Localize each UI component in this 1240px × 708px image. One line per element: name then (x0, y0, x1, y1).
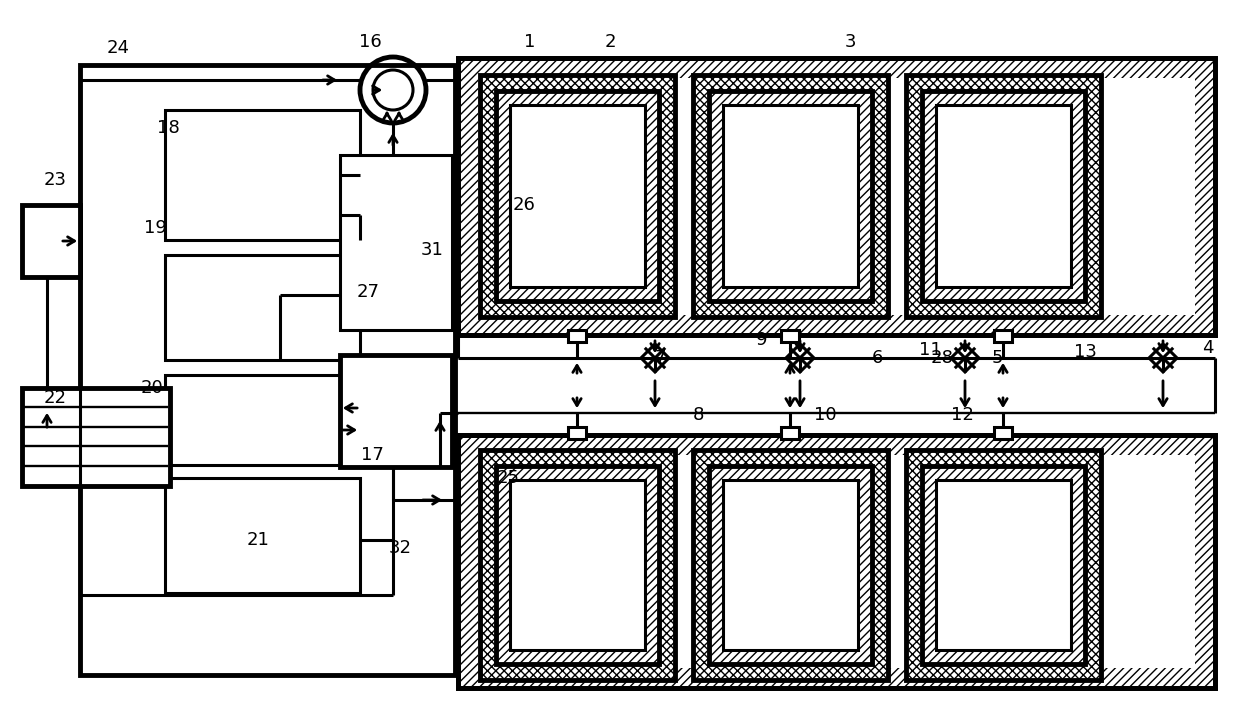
Text: 9: 9 (756, 331, 768, 349)
Text: 31: 31 (420, 241, 444, 259)
Text: 21: 21 (247, 531, 269, 549)
Text: 7: 7 (655, 349, 666, 367)
Text: 24: 24 (107, 39, 129, 57)
Text: 28: 28 (930, 349, 954, 367)
Bar (477, 455, 1195, 668)
Bar (81, 65, 455, 675)
Bar (709, 466, 872, 664)
Bar (994, 330, 1012, 342)
Bar (510, 480, 645, 650)
Bar (923, 91, 1085, 301)
Bar (477, 78, 1195, 315)
Bar (781, 330, 799, 342)
Bar (165, 255, 360, 360)
Bar (340, 155, 453, 330)
Text: 13: 13 (1074, 343, 1096, 361)
Bar (936, 105, 1071, 287)
Text: 18: 18 (156, 119, 180, 137)
Bar (480, 75, 675, 317)
Bar (994, 427, 1012, 439)
Text: 25: 25 (496, 469, 520, 487)
Text: 4: 4 (1203, 339, 1214, 357)
Bar (781, 427, 799, 439)
Bar (936, 480, 1071, 650)
Text: 26: 26 (512, 196, 536, 214)
Text: 3: 3 (844, 33, 856, 51)
Bar (22, 388, 170, 486)
Text: 32: 32 (388, 539, 412, 557)
Bar (723, 480, 858, 650)
Text: 23: 23 (43, 171, 67, 189)
Text: 17: 17 (361, 446, 383, 464)
Text: 10: 10 (813, 406, 836, 424)
Bar (458, 58, 1215, 335)
Bar (22, 205, 81, 277)
Bar (165, 110, 360, 240)
Text: 5: 5 (991, 349, 1003, 367)
Bar (165, 375, 360, 465)
Bar (458, 435, 1215, 688)
Text: 19: 19 (144, 219, 166, 237)
Text: 20: 20 (140, 379, 164, 397)
Bar (693, 450, 888, 680)
Bar (709, 91, 872, 301)
Bar (723, 480, 858, 650)
Text: 22: 22 (43, 389, 67, 407)
Bar (936, 480, 1071, 650)
Bar (510, 105, 645, 287)
Bar (723, 105, 858, 287)
Text: 8: 8 (692, 406, 703, 424)
Bar (906, 75, 1101, 317)
Text: 27: 27 (357, 283, 379, 301)
Bar (496, 91, 658, 301)
Text: 11: 11 (919, 341, 941, 359)
Text: 12: 12 (951, 406, 973, 424)
Text: 6: 6 (872, 349, 883, 367)
Bar (510, 105, 645, 287)
Text: 2: 2 (604, 33, 616, 51)
Bar (496, 466, 658, 664)
Bar (693, 75, 888, 317)
Bar (340, 355, 453, 467)
Bar (568, 330, 587, 342)
Bar (480, 450, 675, 680)
Bar (723, 105, 858, 287)
Bar (510, 480, 645, 650)
Bar (458, 435, 1215, 688)
Bar (923, 466, 1085, 664)
Bar (906, 450, 1101, 680)
Bar (165, 478, 360, 593)
Bar (568, 427, 587, 439)
Bar (936, 105, 1071, 287)
Text: 1: 1 (525, 33, 536, 51)
Text: 16: 16 (358, 33, 382, 51)
Bar (458, 58, 1215, 335)
